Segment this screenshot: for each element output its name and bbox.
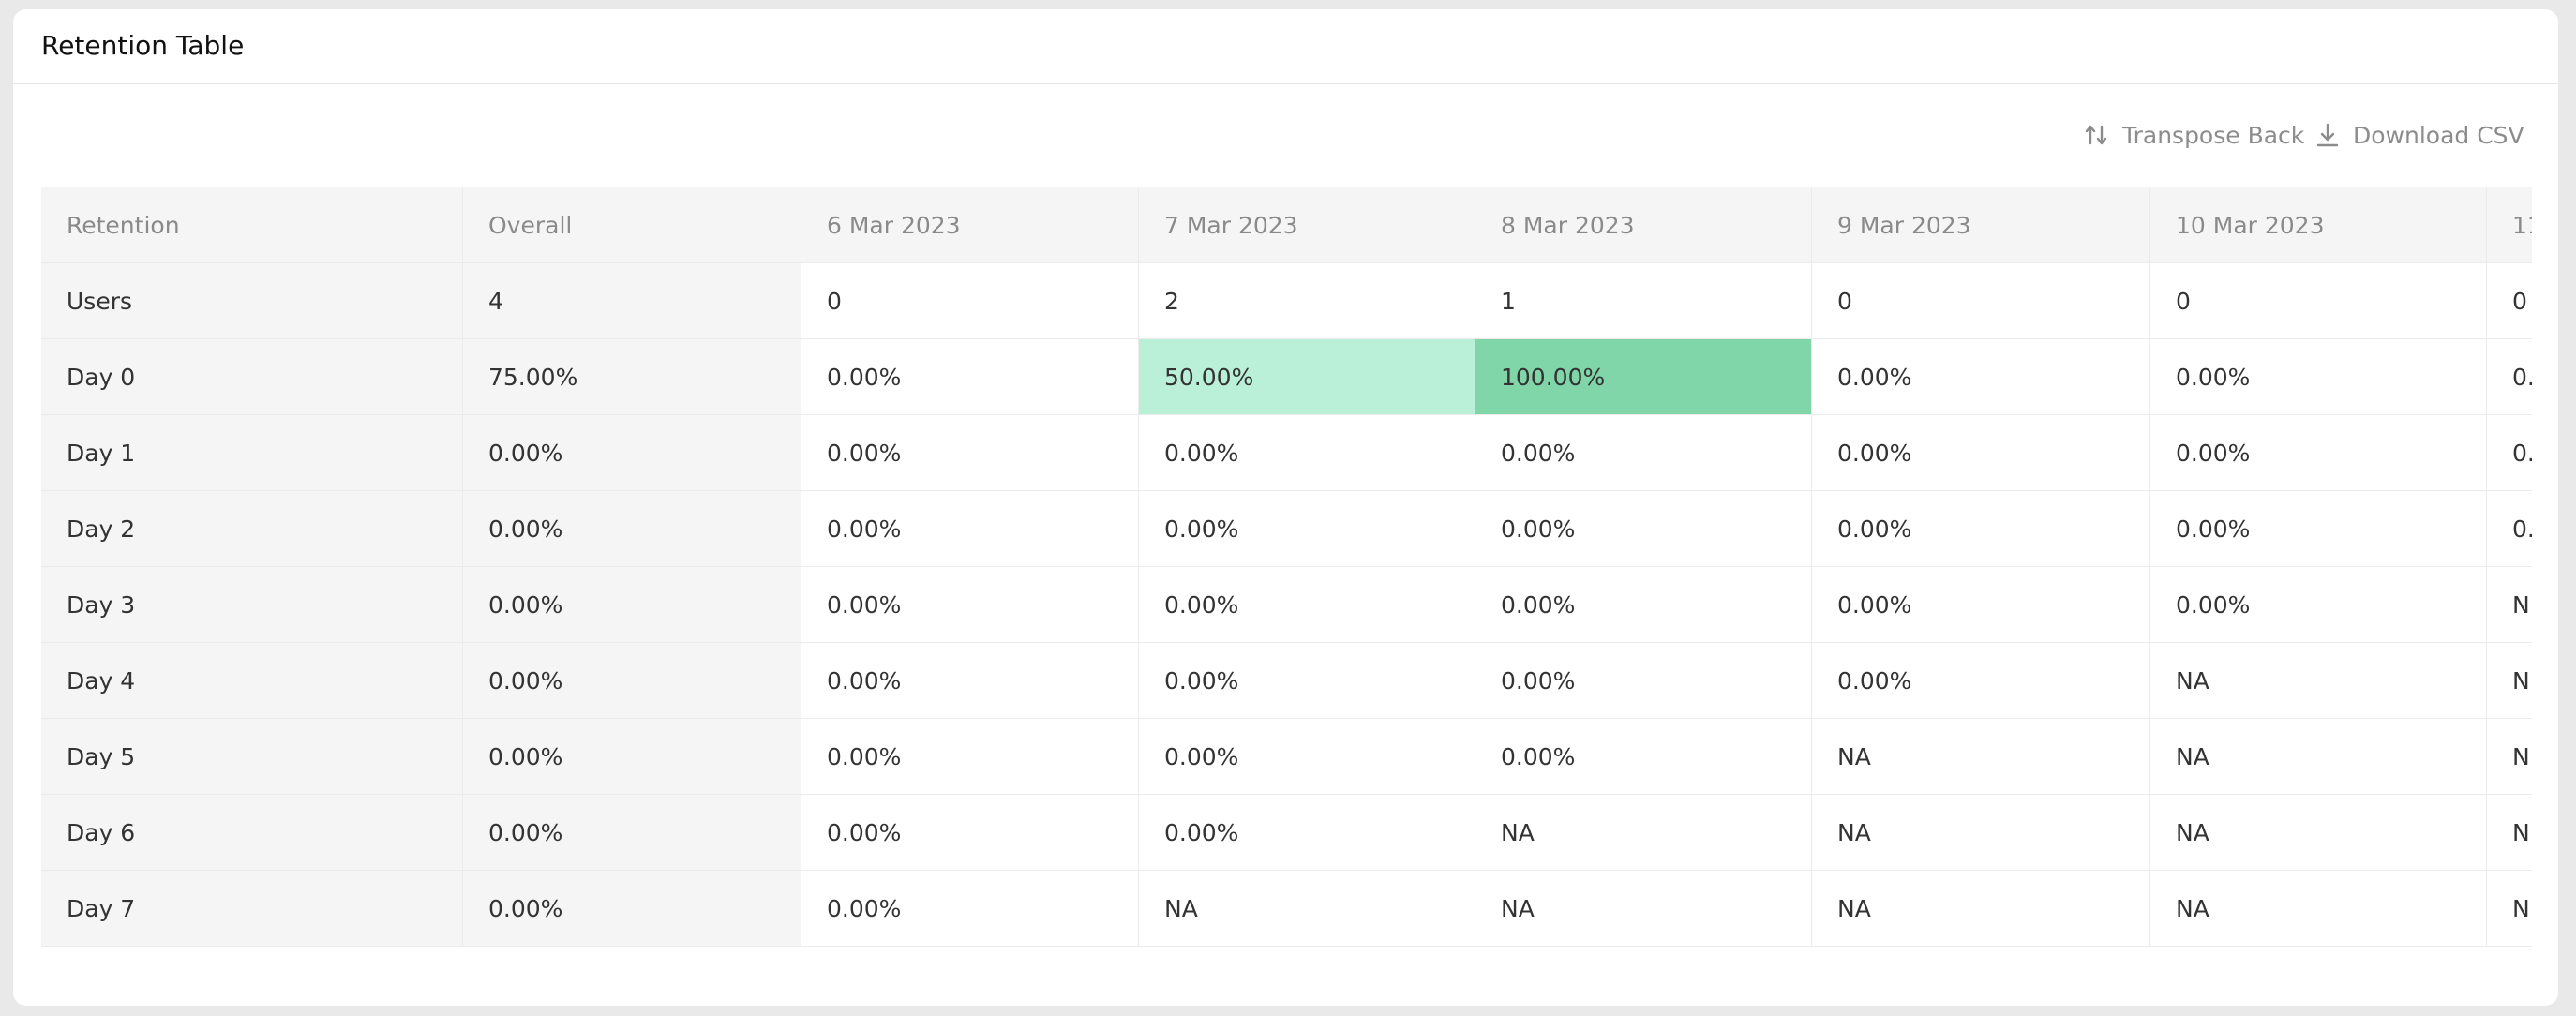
row-label: Day 6 [41,795,463,871]
table-cell: 0.00% [801,795,1139,871]
table-cell: 0.00% [801,643,1139,719]
column-header: 11 [2487,187,2532,263]
column-header: 8 Mar 2023 [1475,187,1812,263]
table-cell: 0.00% [2150,567,2487,643]
table-cell: 0.00% [1475,719,1812,795]
table-cell: 0. [2487,415,2532,491]
table-cell: 0.00% [1812,339,2150,415]
table-cell: 0.00% [1475,567,1812,643]
table-cell: 0.00% [1139,795,1475,871]
table-cell: 0.00% [801,339,1139,415]
column-header: 9 Mar 2023 [1812,187,2150,263]
row-label: Day 4 [41,643,463,719]
table-cell: NA [1812,719,2150,795]
column-header: 7 Mar 2023 [1139,187,1475,263]
download-button[interactable]: Download CSV [2314,118,2524,152]
table-cell: 0.00% [1475,643,1812,719]
table-cell: 0.00% [1139,415,1475,491]
table-cell: 0.00% [801,871,1139,947]
transpose-button[interactable]: Transpose Back [2083,118,2304,152]
column-header: Overall [463,187,801,263]
table-cell: 0.00% [1139,567,1475,643]
divider [13,83,2558,84]
table-cell: 0 [2150,263,2487,339]
table-cell: 0.00% [801,415,1139,491]
table-cell: NA [2150,719,2487,795]
table-cell: 0.00% [463,719,801,795]
row-label: Day 3 [41,567,463,643]
table-cell: 0.00% [463,643,801,719]
table-cell: 0.00% [801,567,1139,643]
row-label: Day 2 [41,491,463,567]
table-cell: 75.00% [463,339,801,415]
table-cell: 0.00% [463,567,801,643]
table-cell: 0 [801,263,1139,339]
transpose-label: Transpose Back [2122,121,2305,149]
table-cell: N [2487,567,2532,643]
table-cell: 0.00% [1812,567,2150,643]
column-header: 10 Mar 2023 [2150,187,2487,263]
table-cell: N [2487,871,2532,947]
table-cell: 0.00% [2150,415,2487,491]
table-cell: NA [2150,795,2487,871]
table-cell: 0.00% [1812,415,2150,491]
table-cell: NA [2150,871,2487,947]
table-cell: NA [2150,643,2487,719]
title: Retention Table [41,30,245,61]
row-label: Day 5 [41,719,463,795]
table-cell: 0 [1812,263,2150,339]
table-cell: NA [1475,871,1812,947]
table-cell: 2 [1139,263,1475,339]
table-cell: N [2487,643,2532,719]
transpose-icon [2085,125,2107,145]
table-cell: 0. [2487,339,2532,415]
table-cell: 0.00% [1812,643,2150,719]
row-label: Day 7 [41,871,463,947]
row-label: Day 0 [41,339,463,415]
table-cell: 0.00% [1475,415,1812,491]
table-cell: 50.00% [1139,339,1475,415]
row-label: Users [41,263,463,339]
download-label: Download CSV [2353,121,2524,149]
row-label: Day 1 [41,415,463,491]
table-cell: 0.00% [2150,491,2487,567]
table-cell: NA [1812,795,2150,871]
table-cell: 4 [463,263,801,339]
table-cell: N [2487,795,2532,871]
table-cell: 0.00% [1475,491,1812,567]
table-cell: 0.00% [463,491,801,567]
column-header: Retention [41,187,463,263]
table-cell: 0.00% [2150,339,2487,415]
table-cell: 0.00% [1139,491,1475,567]
table-cell: 0.00% [1139,719,1475,795]
table-cell: 0 [2487,263,2532,339]
table-cell: 1 [1475,263,1812,339]
table-cell: N [2487,719,2532,795]
table-cell: 0.00% [463,795,801,871]
table-cell: 0.00% [1812,491,2150,567]
table-cell: NA [1475,795,1812,871]
table-cell: 100.00% [1475,339,1812,415]
table-cell: NA [1812,871,2150,947]
retention-table: Retention Overall 6 Mar 2023 7 Mar 2023 8 Ma… [41,187,2532,949]
table-cell: NA [1139,871,1475,947]
column-header: 6 Mar 2023 [801,187,1139,263]
table-cell: 0. [2487,491,2532,567]
table-cell: 0.00% [801,719,1139,795]
download-icon [2316,123,2339,147]
table-cell: 0.00% [1139,643,1475,719]
table-cell: 0.00% [463,415,801,491]
table-cell: 0.00% [463,871,801,947]
table-cell: 0.00% [801,491,1139,567]
